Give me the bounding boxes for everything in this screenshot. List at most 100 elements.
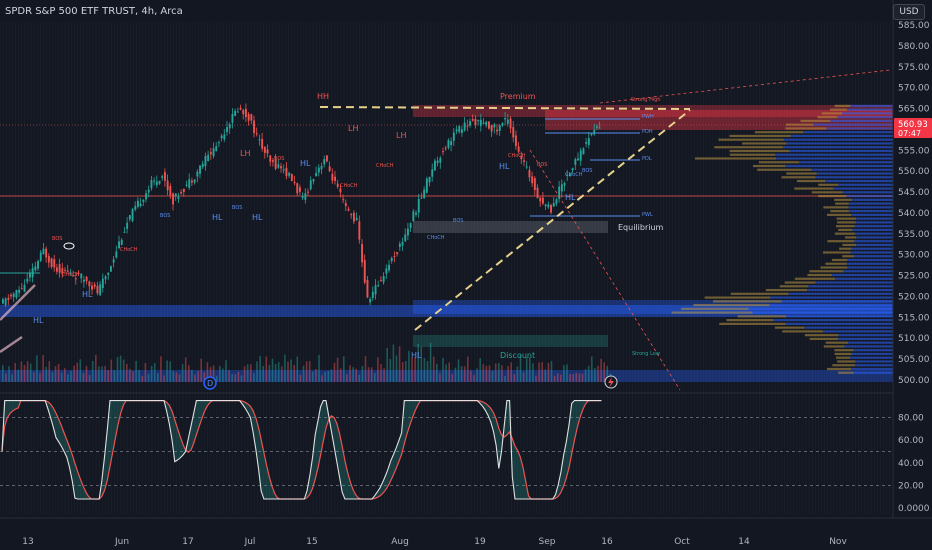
volume-bar [324, 371, 326, 382]
candle [585, 142, 588, 144]
profile-bar [838, 337, 893, 341]
price-tick-label: 515.00 [898, 313, 930, 323]
currency-button[interactable]: USD [893, 4, 925, 20]
candle [199, 165, 201, 174]
candle [396, 252, 399, 254]
candle [506, 119, 509, 124]
time-tick-label: 19 [474, 537, 486, 547]
candle [434, 160, 436, 171]
time-tick-label: 17 [182, 537, 193, 547]
profile-bar [848, 210, 893, 213]
structure-label-hl-6: HL [499, 162, 510, 171]
volume-bar [293, 364, 295, 382]
volume-bar [299, 374, 302, 382]
profile-bar-delta [729, 134, 791, 138]
volume-bar [259, 356, 261, 382]
candle [142, 199, 145, 202]
candle [412, 211, 415, 222]
event-marker-dividend[interactable]: D [203, 376, 217, 390]
candle [496, 129, 498, 132]
trendlines-layer [0, 69, 891, 391]
candle [180, 192, 183, 194]
profile-bar-delta [823, 206, 849, 209]
volume-bar [436, 363, 438, 382]
candle [371, 291, 374, 298]
profile-bar-delta [832, 364, 855, 367]
profile-bar-delta [779, 285, 809, 288]
time-tick-label: Jul [244, 537, 256, 547]
volume-bar [172, 370, 175, 382]
candle [482, 122, 485, 124]
candle [45, 248, 48, 258]
candle [20, 288, 23, 290]
profile-bar-delta [827, 240, 855, 243]
profile-bar [856, 243, 893, 247]
profile-bar-delta [834, 232, 855, 235]
candle [226, 127, 228, 133]
profile-bar [815, 176, 893, 179]
profile-bar [842, 191, 893, 194]
volume-bar [116, 357, 119, 382]
event-marker-earnings[interactable] [604, 375, 618, 389]
profile-bar [853, 349, 893, 352]
profile-bar [785, 164, 893, 168]
candle [201, 163, 204, 168]
candle [42, 248, 45, 255]
volume-bar [188, 365, 190, 382]
volume-bar [98, 366, 100, 382]
candle [579, 150, 582, 161]
volume-bar [457, 359, 460, 382]
candle [131, 209, 134, 221]
candle [231, 114, 234, 123]
volume-bar [346, 374, 348, 382]
volume-bar [358, 374, 361, 382]
candle [139, 203, 142, 207]
volume-bar [132, 371, 134, 382]
volume-bar [529, 357, 531, 382]
candle [442, 151, 444, 153]
price-tick-label: 565.00 [898, 105, 930, 115]
candle [58, 264, 61, 273]
candle [307, 191, 309, 193]
volume-bar [578, 373, 581, 382]
structure-label-hl-3: HL [212, 213, 223, 222]
candle [550, 205, 552, 213]
volume-bar [14, 363, 16, 382]
candle [309, 180, 312, 190]
candle [536, 187, 539, 199]
volume-bar [277, 362, 280, 382]
profile-bar-delta [800, 119, 831, 123]
volume-bar [147, 374, 150, 382]
last-price-badge: 560.93 07:47 [894, 118, 932, 138]
volume-bar [262, 365, 264, 382]
profile-bar-delta [826, 213, 852, 216]
profile-bar [850, 104, 893, 107]
price-tick-label: 505.00 [898, 355, 930, 365]
candle [26, 278, 29, 282]
volume-bar [64, 368, 66, 382]
candle [471, 119, 474, 121]
volume-bar [163, 375, 165, 382]
zone-label-premium: Premium [500, 92, 536, 101]
candle [539, 197, 542, 202]
volume-bar [383, 368, 385, 382]
volume-bar [463, 366, 466, 382]
candle [431, 169, 434, 177]
candle [479, 119, 482, 126]
profile-bar-delta [785, 127, 827, 130]
candle [191, 180, 193, 183]
volume-bar [200, 358, 202, 382]
candle [207, 154, 210, 162]
level-label-pdh: PDH [642, 129, 653, 135]
profile-bar [851, 367, 893, 371]
highlight-ellipse [63, 242, 75, 250]
profile-bar-delta [834, 349, 854, 352]
volume-bar [135, 360, 137, 382]
price-tick-label: 570.00 [898, 84, 930, 94]
volume-bar [113, 370, 116, 382]
candle [504, 117, 507, 120]
profile-bar [822, 330, 893, 333]
volume-bar [355, 368, 357, 382]
candle [533, 178, 536, 191]
